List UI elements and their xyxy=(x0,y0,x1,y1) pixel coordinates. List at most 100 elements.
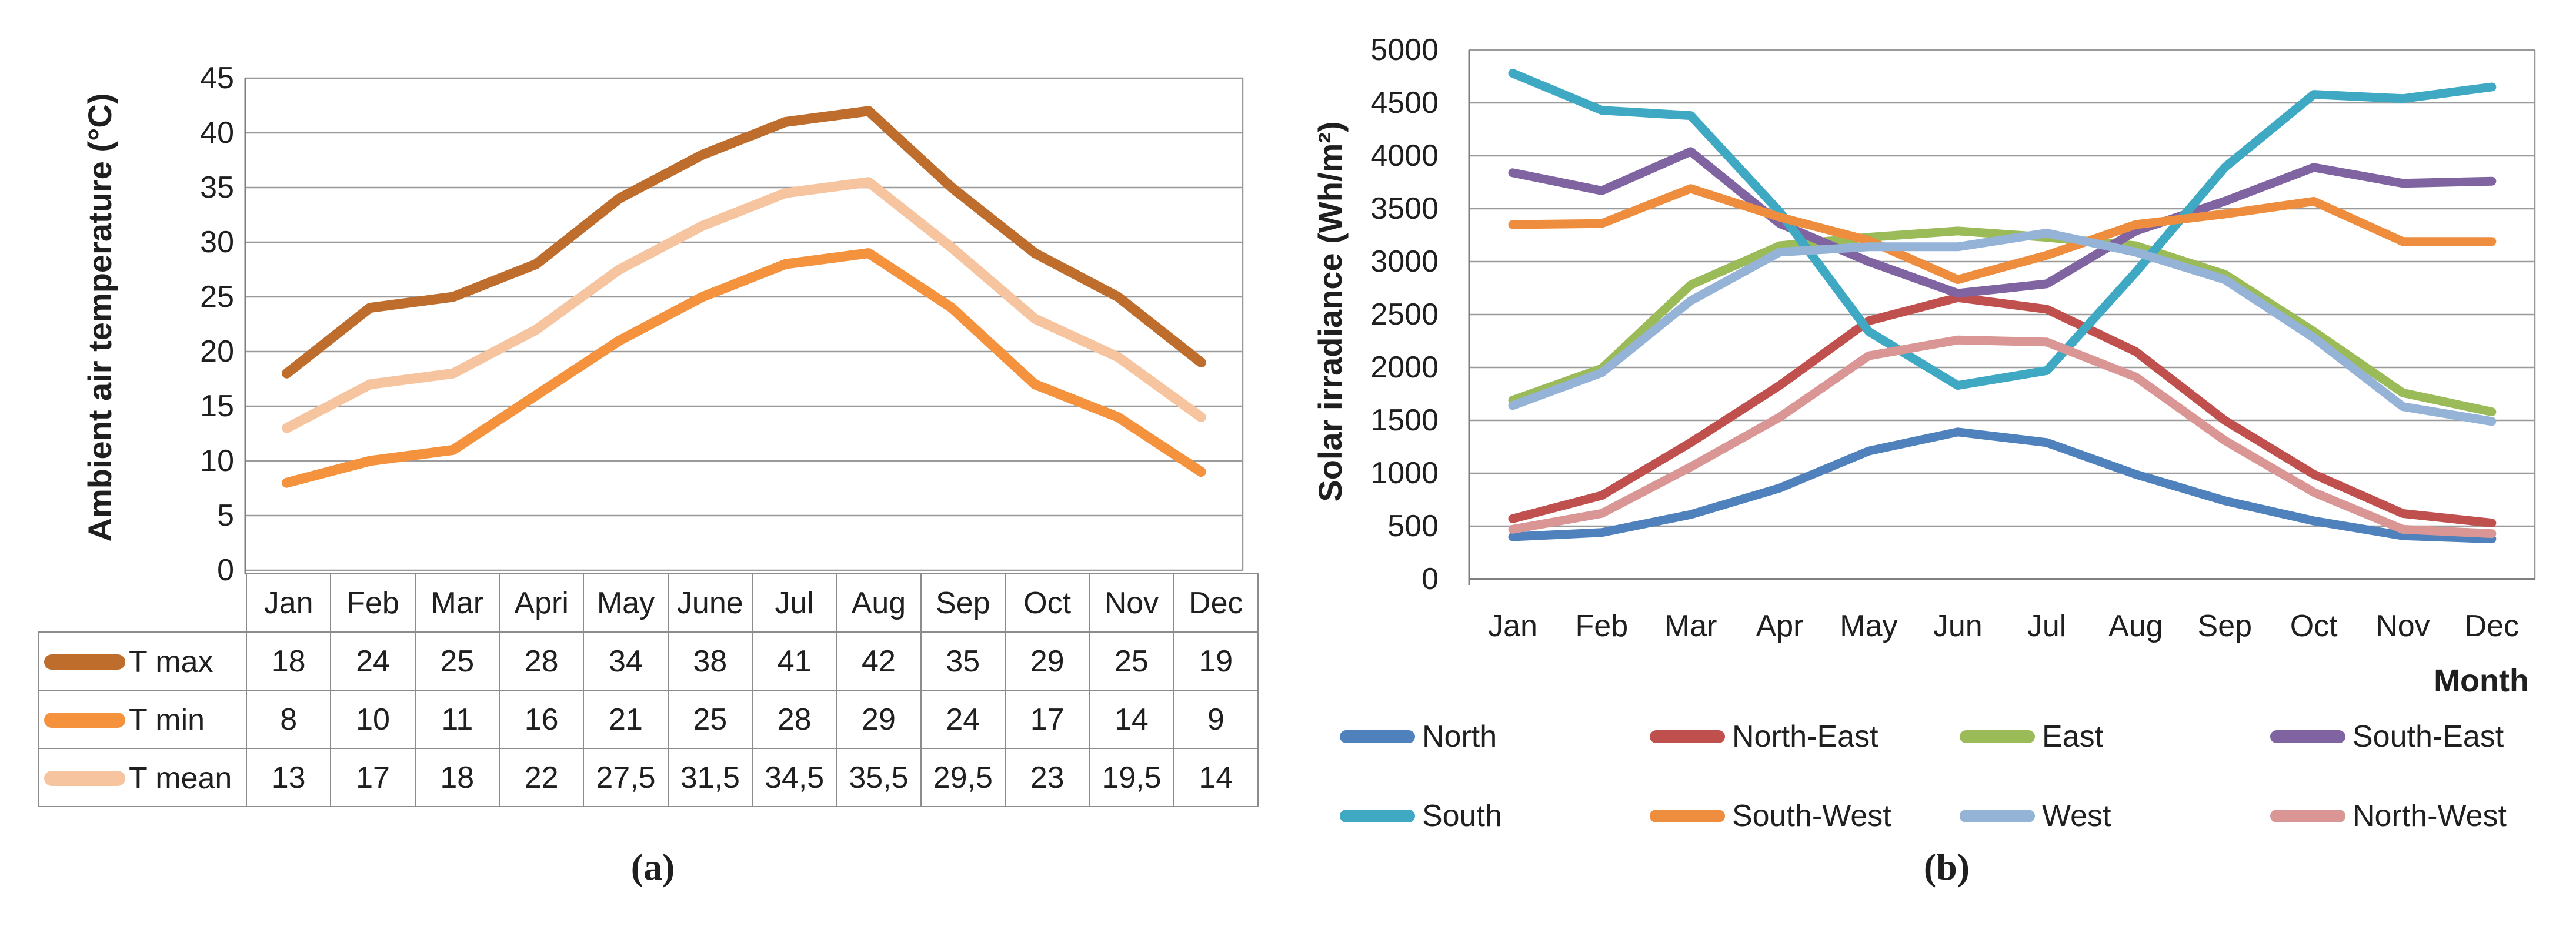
x-tick-label: Mar xyxy=(1664,609,1717,643)
table-value-cell: 18 xyxy=(245,631,332,691)
x-tick-label: Jul xyxy=(2027,609,2067,643)
table-row: T min 8 10 11 16 21 25 28 29 24 17 14 9 xyxy=(38,690,1259,749)
legend-key-line xyxy=(1960,730,2035,743)
table-month-header: Aug xyxy=(836,573,922,633)
table-value-cell: 13 xyxy=(245,748,332,807)
y-tick-label: 3500 xyxy=(1370,192,1439,226)
x-tick-label: Jun xyxy=(1933,609,1983,643)
series-line-south-west xyxy=(1508,184,2497,285)
y-tick-label: 4000 xyxy=(1370,139,1439,173)
series-label: T mean xyxy=(129,761,232,796)
table-value-cell: 10 xyxy=(330,690,416,749)
table-value-cell: 29,5 xyxy=(920,748,1006,807)
x-tick-label: Apr xyxy=(1756,609,1804,643)
table-month-header: May xyxy=(583,573,669,633)
table-month-header: Jan xyxy=(245,573,332,633)
legend-key-line xyxy=(44,713,125,728)
x-tick-label: Oct xyxy=(2290,609,2338,643)
y-tick-label: 40 xyxy=(200,116,234,150)
y-tick-label: 35 xyxy=(200,170,234,205)
table-value-cell: 31,5 xyxy=(667,748,753,807)
legend-item-label: West xyxy=(2042,799,2111,833)
y-tick-label: 4500 xyxy=(1370,86,1439,120)
y-tick-label: 0 xyxy=(217,553,234,587)
y-tick-label: 5 xyxy=(217,499,234,533)
x-tick-label: Nov xyxy=(2375,609,2430,643)
legend-item-label: South xyxy=(1422,799,1502,833)
series-line-t-max xyxy=(282,106,1206,379)
legend-key-line xyxy=(44,771,125,787)
table-value-cell: 28 xyxy=(751,690,837,749)
table-month-header: Mar xyxy=(414,573,500,633)
legend-key-line xyxy=(2270,730,2345,743)
irradiance-x-axis-title: Month xyxy=(2434,663,2529,698)
series-line-t-min xyxy=(282,248,1206,488)
table-value-cell: 27,5 xyxy=(583,748,669,807)
series-line-t-mean xyxy=(282,177,1206,433)
series-line-west xyxy=(1508,228,2497,426)
legend-key-line xyxy=(1650,810,1725,822)
series-line-south-east xyxy=(1508,147,2497,298)
table-month-header: June xyxy=(667,573,753,633)
y-tick-label: 1000 xyxy=(1370,456,1439,490)
table-value-cell: 11 xyxy=(414,690,500,749)
table-value-cell: 24 xyxy=(330,631,416,691)
panel-b-caption: (b) xyxy=(1923,846,1970,888)
table-value-cell: 28 xyxy=(498,631,585,691)
table-value-cell: 8 xyxy=(245,690,332,749)
table-value-cell: 29 xyxy=(836,690,922,749)
table-value-cell: 14 xyxy=(1089,690,1174,749)
y-tick-label: 3000 xyxy=(1370,245,1439,279)
y-tick-label: 2500 xyxy=(1370,297,1439,332)
table-value-cell: 25 xyxy=(414,631,500,691)
legend-item-label: North xyxy=(1422,720,1497,754)
series-line-south xyxy=(1508,69,2497,390)
series-legend-cell: T mean xyxy=(38,748,247,807)
y-tick-label: 25 xyxy=(200,280,234,314)
x-tick-label: Sep xyxy=(2197,609,2253,643)
y-tick-label: 0 xyxy=(1422,562,1439,596)
series-legend-cell: T min xyxy=(38,690,247,749)
table-value-cell: 34,5 xyxy=(751,748,837,807)
table-value-cell: 22 xyxy=(498,748,585,807)
legend-key-line xyxy=(1340,810,1415,822)
table-value-cell: 19 xyxy=(1173,631,1259,691)
legend-key-line xyxy=(2270,810,2345,822)
y-tick-label: 30 xyxy=(200,225,234,259)
table-value-cell: 25 xyxy=(1089,631,1174,691)
table-value-cell: 21 xyxy=(583,690,669,749)
y-tick-label: 2000 xyxy=(1370,350,1439,384)
legend-item-label: East xyxy=(2042,720,2104,754)
y-tick-label: 500 xyxy=(1387,509,1439,543)
table-row: T mean 13 17 18 22 27,5 31,5 34,5 35,5 29,5 23 19,5… xyxy=(38,748,1259,807)
table-value-cell: 29 xyxy=(1004,631,1090,691)
legend-key-line xyxy=(1960,810,2035,822)
y-tick-label: 5000 xyxy=(1370,33,1439,67)
table-value-cell: 25 xyxy=(667,690,753,749)
series-line-north xyxy=(1508,427,2497,544)
table-row: T max 18 24 25 28 34 38 41 42 35 29 25 19 xyxy=(38,631,1259,691)
series-label: T min xyxy=(129,703,205,738)
table-value-cell: 9 xyxy=(1173,690,1259,749)
table-value-cell: 42 xyxy=(836,631,922,691)
table-value-cell: 17 xyxy=(330,748,416,807)
y-tick-label: 10 xyxy=(200,444,234,478)
table-value-cell: 19,5 xyxy=(1089,748,1174,807)
panel-a-caption: (a) xyxy=(630,846,675,888)
table-corner-cell xyxy=(39,574,246,632)
x-tick-label: Dec xyxy=(2464,609,2520,643)
series-label: T max xyxy=(129,645,213,680)
x-tick-label: Feb xyxy=(1575,609,1629,643)
table-month-header: Oct xyxy=(1004,573,1090,633)
table-value-cell: 41 xyxy=(751,631,837,691)
y-tick-label: 1500 xyxy=(1370,403,1439,437)
x-tick-label: May xyxy=(1840,609,1898,643)
y-tick-label: 15 xyxy=(200,389,234,423)
table-header-row: Jan Feb Mar Apri May June Jul Aug Sep Oct Nov Dec xyxy=(39,573,1259,633)
temperature-y-axis-title: Ambient air temperature (°C) xyxy=(81,93,118,542)
series-line-north-east xyxy=(1508,293,2497,528)
legend-key-line xyxy=(1340,730,1415,743)
table-month-header: Dec xyxy=(1173,573,1259,633)
